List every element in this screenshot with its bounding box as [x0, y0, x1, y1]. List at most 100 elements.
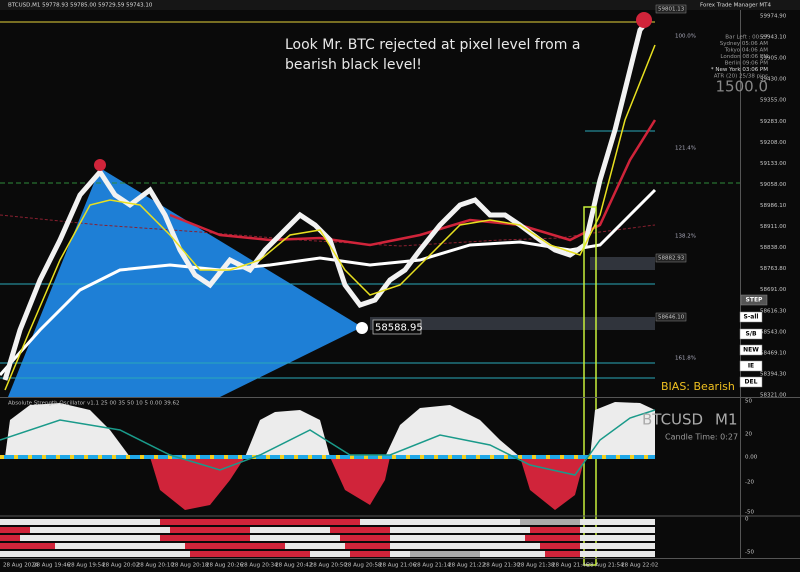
time-tick-label: 28 Aug 20:02	[102, 563, 139, 569]
price-candles	[2, 18, 650, 381]
osc-tick-label: 50	[745, 399, 752, 405]
pivot-dot	[94, 159, 106, 171]
osc-tick-label: -50	[745, 510, 754, 516]
fib-label: 138.2%	[675, 234, 696, 240]
fib-label: 161.8%	[675, 356, 696, 362]
info-line: Tokyo 04:06 AM	[724, 48, 769, 54]
osc-timeframe: M1	[715, 411, 738, 429]
time-tick-label: 28 Aug 20:58	[344, 563, 382, 569]
time-tick-label: 28 Aug 21:46	[552, 563, 590, 569]
button-label: STEP	[746, 297, 764, 304]
price-label-box	[372, 319, 422, 335]
price-tag-text: 58882.93	[658, 256, 685, 262]
price-tick-label: 58838.00	[760, 245, 787, 251]
info-line: Berlin 09:06 PM	[725, 61, 769, 67]
time-tick-label: 28 Aug 20:10	[137, 563, 175, 569]
highlight-box	[583, 206, 597, 566]
time-tick-label: 28 Aug 2024	[3, 563, 39, 569]
info-line: * New York 03:06 PM	[711, 67, 768, 73]
panel-title: Forex Trade Manager MT4	[700, 3, 772, 9]
price-tick-label: 58469.10	[760, 350, 787, 356]
price-tick-label: 58763.80	[760, 266, 787, 272]
ma-line	[4, 44, 656, 391]
info-line: ATR (20) 25/38 pips	[714, 74, 768, 80]
button-label: NEW	[743, 347, 759, 354]
annotation: Look Mr. BTC rejected at pixel level fro…	[285, 37, 580, 53]
time-tick-label: 28 Aug 21:54	[587, 563, 625, 569]
osc-title: Absolute Strength Oscillator v1.1 25 00 …	[8, 401, 180, 407]
osc-hist	[330, 457, 390, 505]
ma-line	[0, 214, 656, 247]
price-tag	[655, 4, 687, 14]
button-label: S/B	[745, 331, 757, 338]
time-tick-label: 28 Aug 21:14	[414, 563, 452, 569]
fib-label: 100.0%	[675, 34, 696, 40]
star-icon	[636, 12, 652, 28]
osc-tick-label: 0.00	[745, 455, 758, 461]
button[interactable]	[739, 376, 763, 388]
info-line: London 08:06 PM	[720, 54, 768, 60]
price-tick-label: 59905.00	[760, 56, 787, 62]
button[interactable]	[739, 311, 763, 323]
zone	[590, 257, 655, 270]
price-tick-label: 58394.30	[760, 371, 787, 377]
fib-label: 121.4%	[675, 146, 696, 152]
price-tag	[655, 312, 687, 322]
price-label: 58588.95	[375, 323, 423, 334]
osc-hist	[245, 410, 330, 457]
price-tag-text: 59801.13	[658, 7, 685, 13]
time-tick-label: 28 Aug 20:42	[275, 563, 312, 569]
osc-hist	[520, 457, 585, 510]
time-tick-label: 28 Aug 20:50	[310, 563, 348, 569]
price-tick-label: 58543.00	[760, 329, 787, 335]
button-label: IE	[748, 363, 754, 370]
harmonic-pattern	[8, 168, 362, 397]
lower-tick-label: -50	[745, 550, 754, 556]
price-tag	[655, 253, 687, 263]
time-tick-label: 28 Aug 19:54	[68, 563, 106, 569]
time-tick-label: 28 Aug 19:46	[33, 563, 71, 569]
price-tick-label: 59430.00	[760, 77, 787, 83]
price-tick-label: 59974.90	[760, 14, 787, 20]
price-tick-label: 58911.00	[760, 224, 787, 230]
price-tick-label: 59943.10	[760, 35, 787, 41]
button[interactable]	[739, 344, 763, 356]
candle-time: Candle Time: 0:27	[665, 433, 738, 442]
osc-tick-label: -20	[745, 480, 754, 486]
time-tick-label: 28 Aug 22:02	[621, 563, 658, 569]
price-tick-label: 58321.00	[760, 393, 787, 399]
lower-tick-label: 0	[745, 517, 749, 523]
info-line: Sydney 05:06 AM	[720, 41, 768, 47]
time-tick-label: 28 Aug 21:22	[448, 563, 485, 569]
window-title: BTCUSD,M1 59778.93 59785.00 59729.59 597…	[8, 3, 153, 9]
button[interactable]	[739, 360, 763, 372]
osc-tick-label: 20	[745, 432, 752, 438]
button-label: DEL	[745, 379, 758, 386]
button-label: S-all	[744, 314, 759, 321]
price-tick-label: 58616.30	[760, 308, 787, 314]
bias: BIAS: Bearish	[661, 380, 735, 393]
time-tick-label: 28 Aug 20:34	[241, 563, 279, 569]
button[interactable]	[739, 328, 763, 340]
price-tick-label: 59208.00	[760, 140, 787, 146]
price-tick-label: 59355.00	[760, 98, 787, 104]
price-tick-label: 58691.00	[760, 287, 787, 293]
title-bar	[0, 0, 800, 10]
lot-size: 1500.0	[716, 78, 769, 96]
price-tag-text: 58646.10	[658, 315, 685, 321]
ma-line	[169, 119, 657, 247]
price-tick-label: 59283.00	[760, 119, 787, 125]
annotation: bearish black level!	[285, 57, 422, 73]
price-tick-label: 58986.10	[760, 203, 787, 209]
time-tick-label: 28 Aug 20:18	[171, 563, 209, 569]
osc-hist	[5, 403, 130, 457]
price-tick-label: 59058.00	[760, 182, 787, 188]
trend-rows	[0, 519, 655, 557]
info-line: Bar Left : 00:27	[725, 35, 768, 41]
pivot-dot	[356, 322, 368, 334]
time-tick-label: 28 Aug 21:30	[483, 563, 521, 569]
time-tick-label: 28 Aug 21:38	[517, 563, 555, 569]
time-tick-label: 28 Aug 21:06	[379, 563, 417, 569]
button[interactable]	[740, 294, 768, 306]
